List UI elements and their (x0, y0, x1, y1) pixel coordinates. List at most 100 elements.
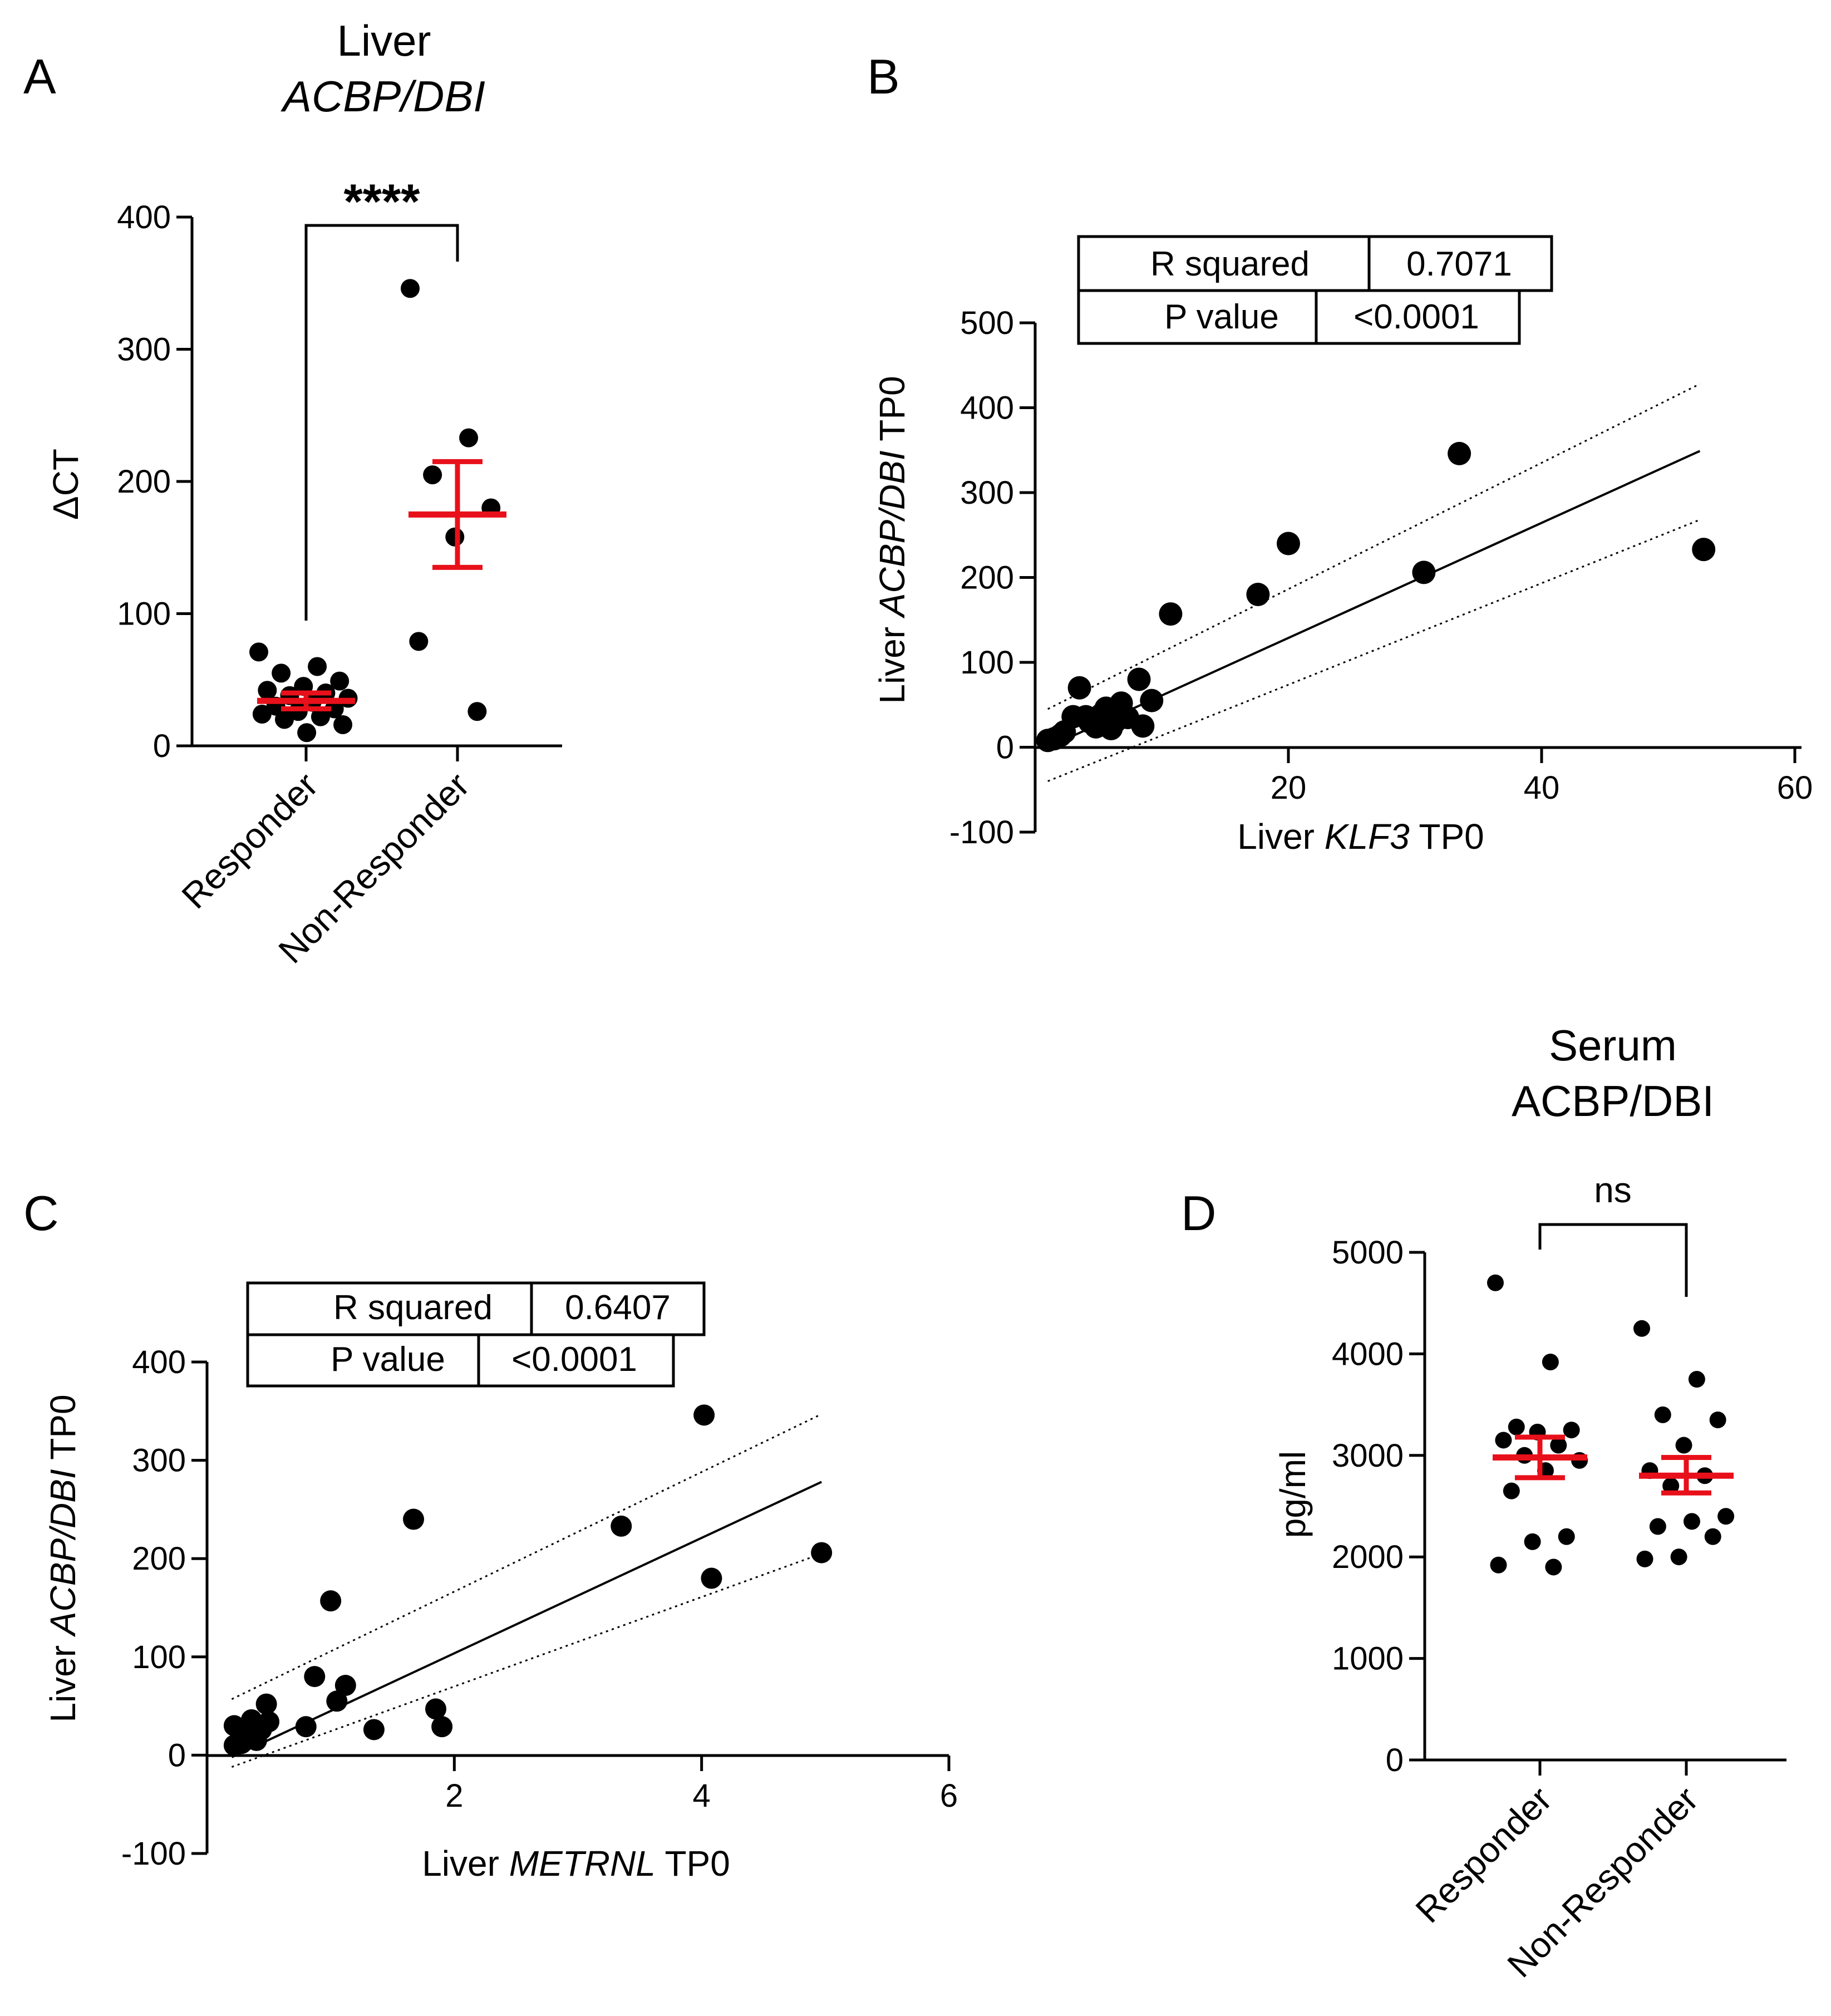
panel-b-letter: B (867, 49, 900, 104)
panel-c-points (223, 1404, 833, 1756)
panel-d-data-point (1649, 1518, 1666, 1535)
panel-d-data-point (1709, 1411, 1726, 1428)
panel-d-data-point (1633, 1320, 1650, 1337)
panel-c-data-point (811, 1542, 833, 1563)
panel-d-data-point (1542, 1353, 1559, 1370)
panel-c-y-tick-label: 300 (132, 1443, 186, 1479)
panel-a-data-point (272, 663, 291, 683)
panel-b-y-ticks: -100 0 100 200 300 400 500 (949, 305, 1035, 850)
panel-d-title: Serum (1549, 1021, 1677, 1070)
panel-c-x-ticks: 2 4 6 (445, 1756, 958, 1814)
panel-b-data-point (1246, 583, 1270, 606)
panel-b-y-tick-label: 400 (960, 390, 1014, 426)
panel-a-data-point (409, 632, 429, 651)
panel-c-p-label: P value (331, 1340, 445, 1379)
panel-c-data-point (295, 1716, 317, 1738)
panel-c-data-point (334, 1675, 356, 1697)
panel-c-data-point (403, 1508, 425, 1530)
panel-c-data-point (611, 1515, 632, 1537)
panel-b-data-point (1277, 532, 1300, 555)
panel-b-x-tick-label: 40 (1524, 770, 1560, 806)
panel-c-data-point (304, 1666, 326, 1688)
panel-b-data-point (1140, 689, 1164, 712)
panel-a-data-point (297, 723, 317, 743)
panel-a-letter: A (23, 49, 56, 104)
panel-d-data-point (1636, 1550, 1653, 1567)
panel-b-data-point (1131, 714, 1155, 738)
panel-c-stats-row-2 (246, 1333, 675, 1388)
panel-a-y-tick-label: 300 (117, 332, 171, 368)
panel-d-data-point (1545, 1558, 1562, 1576)
panel-a-data-point (308, 657, 327, 676)
panel-d-data-point (1683, 1513, 1700, 1530)
panel-c: C R squared 0.6407 P value <0.0001 -100 0… (23, 1186, 958, 1884)
panel-b-ci-lower (1047, 519, 1700, 782)
panel-d-data-point (1662, 1477, 1680, 1494)
panel-d-data-point (1503, 1482, 1520, 1499)
panel-d-data-point (1563, 1422, 1580, 1439)
panel-c-y-tick-label: 200 (132, 1541, 186, 1577)
panel-a-ylabel: ΔCT (46, 449, 86, 520)
panel-b-r2-label: R squared (1150, 245, 1310, 283)
panel-d-data-point (1688, 1371, 1705, 1388)
panel-c-y-tick-label: 100 (132, 1639, 186, 1675)
panel-d-points (1487, 1274, 1735, 1576)
panel-b-ci-upper (1047, 383, 1701, 710)
panel-a-data-point (423, 465, 442, 485)
panel-b-y-tick-label: -100 (949, 814, 1014, 850)
panel-a-y-tick-label: 100 (117, 596, 171, 632)
panel-a-title: Liver (337, 16, 431, 65)
panel-b-y-tick-label: 100 (960, 645, 1014, 681)
panel-d-data-point (1717, 1508, 1735, 1525)
panel-c-data-point (255, 1693, 277, 1715)
panel-c-y-tick-label: 400 (132, 1344, 186, 1380)
panel-c-data-point (431, 1716, 453, 1738)
panel-b-x-ticks: 20 40 60 (1271, 748, 1813, 806)
panel-b-r2-value: 0.7071 (1406, 245, 1512, 283)
panel-d-data-point (1487, 1274, 1504, 1291)
panel-c-y-tick-label: 0 (168, 1737, 186, 1773)
panel-d-y-ticks: 0 1000 2000 3000 4000 5000 (1332, 1235, 1425, 1778)
panel-b-stats-row-2 (1077, 289, 1521, 345)
panel-d-y-tick-label: 0 (1386, 1742, 1404, 1778)
panel-d-y-tick-label: 1000 (1332, 1641, 1404, 1677)
panel-d-significance-bracket (1538, 1223, 1688, 1297)
panel-b: B R squared 0.7071 P value <0.0001 -100 0… (867, 49, 1813, 857)
panel-a-data-point (249, 642, 268, 662)
panel-a-data-point (459, 428, 479, 448)
panel-b-data-point (1692, 538, 1716, 562)
panel-d-data-point (1675, 1437, 1692, 1454)
panel-c-xlabel: Liver METRNL TP0 (422, 1843, 730, 1884)
panel-d-data-point (1495, 1432, 1512, 1449)
panel-d-data-point (1524, 1533, 1541, 1550)
panel-a-data-point (311, 707, 330, 726)
panel-b-points (1036, 441, 1716, 753)
panel-c-r2-value: 0.6407 (565, 1289, 671, 1327)
panel-b-x-tick-label: 60 (1777, 770, 1813, 806)
panel-d-data-point (1558, 1528, 1575, 1545)
panel-d-y-tick-label: 2000 (1332, 1539, 1404, 1575)
panel-b-y-tick-label: 500 (960, 305, 1014, 341)
panel-b-data-point (1412, 560, 1436, 584)
panel-a-data-point (445, 527, 465, 547)
panel-c-data-point (693, 1404, 715, 1426)
panel-c-data-point (363, 1719, 385, 1740)
panel-b-y-tick-label: 200 (960, 560, 1014, 596)
panel-b-p-value: <0.0001 (1353, 298, 1479, 336)
panel-d-data-point (1508, 1418, 1525, 1435)
panel-a-subtitle: ACBP/DBI (280, 72, 485, 121)
panel-c-x-tick-label: 2 (445, 1778, 463, 1814)
panel-d-y-tick-label: 5000 (1332, 1235, 1404, 1271)
panel-a-significance-bracket (304, 224, 459, 621)
panel-c-data-point (320, 1590, 342, 1612)
panel-c-data-point (326, 1690, 348, 1712)
panel-a-data-point (401, 279, 420, 298)
panel-c-data-point (701, 1567, 722, 1589)
panel-a-data-point (333, 715, 353, 734)
panel-a-y-tick-label: 0 (153, 728, 171, 764)
panel-d-ylabel: pg/ml (1273, 1451, 1313, 1538)
panel-c-p-value: <0.0001 (511, 1340, 637, 1379)
panel-d-y-tick-label: 4000 (1332, 1336, 1404, 1372)
